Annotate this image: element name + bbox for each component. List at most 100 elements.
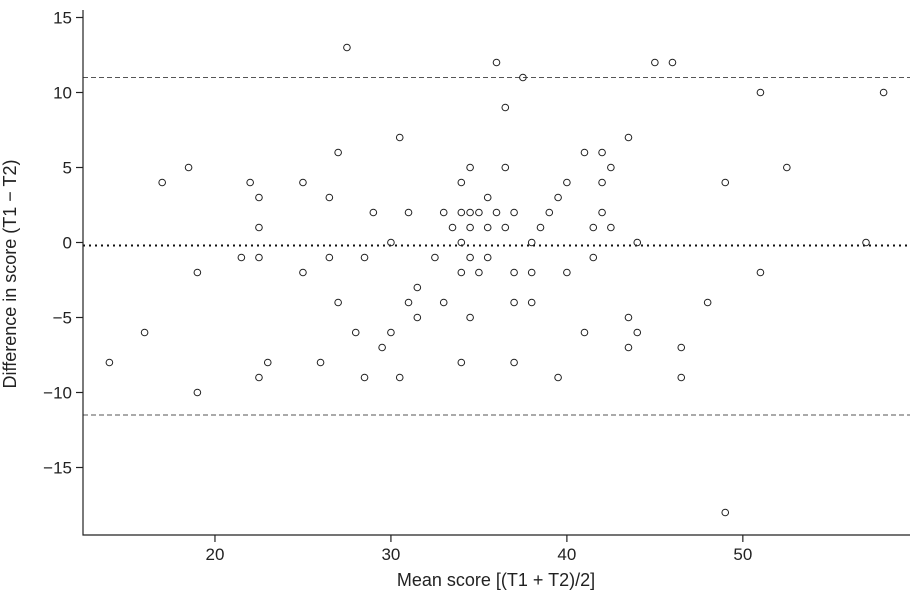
data-point [378, 343, 386, 352]
data-point [501, 223, 510, 232]
data-point [492, 208, 501, 217]
data-point [387, 238, 395, 247]
axes-frame [82, 10, 910, 536]
x-tick-label: 30 [381, 545, 400, 564]
data-point [439, 298, 448, 307]
data-point [263, 358, 272, 367]
data-point [510, 208, 518, 217]
y-tick-label: −15 [43, 459, 72, 478]
data-point [299, 178, 307, 187]
data-point [598, 148, 606, 157]
data-point [554, 373, 562, 382]
data-point [598, 208, 606, 217]
data-point [703, 298, 712, 307]
data-point [360, 373, 369, 382]
data-point [633, 238, 642, 247]
data-point [466, 313, 474, 322]
data-point [607, 223, 615, 232]
data-point [677, 343, 686, 352]
data-point [325, 253, 334, 262]
data-point [783, 163, 791, 172]
y-tick-label: −10 [43, 384, 72, 403]
data-point [457, 208, 466, 217]
data-point [879, 88, 888, 97]
data-point [756, 268, 765, 277]
y-tick-label: 0 [63, 234, 72, 253]
data-point [527, 238, 536, 247]
data-point [325, 193, 334, 202]
data-point [395, 133, 404, 142]
data-point [457, 358, 466, 367]
data-point [563, 268, 571, 277]
data-point [607, 163, 615, 172]
data-point [457, 178, 466, 187]
data-point [140, 328, 149, 337]
data-point [316, 358, 325, 367]
data-point [475, 268, 483, 277]
data-point [431, 253, 439, 262]
data-point [255, 373, 263, 382]
data-point [580, 148, 589, 157]
data-point [510, 298, 518, 307]
data-points [105, 43, 888, 517]
data-point [862, 238, 870, 247]
data-point [255, 253, 263, 262]
data-point [237, 253, 246, 262]
data-point [483, 253, 492, 262]
data-point [193, 268, 202, 277]
data-point [413, 283, 422, 292]
data-point [624, 133, 633, 142]
data-point [439, 208, 448, 217]
data-point [510, 358, 518, 367]
data-point [519, 73, 527, 82]
y-tick-label: 15 [53, 9, 72, 28]
data-point [184, 163, 193, 172]
y-axis-ticks: 15 10 5 0 −5 −10 −15 [43, 9, 83, 478]
data-point [501, 163, 510, 172]
data-point [334, 298, 342, 307]
data-point [360, 253, 369, 262]
data-point [299, 268, 307, 277]
data-point [351, 328, 360, 337]
data-point [483, 193, 492, 202]
data-point [404, 298, 413, 307]
x-axis-ticks: 20 30 40 50 [206, 535, 752, 564]
data-point [483, 223, 492, 232]
data-point [387, 328, 395, 337]
data-point [369, 208, 378, 217]
data-point [668, 58, 677, 67]
x-tick-label: 20 [206, 545, 225, 564]
data-point [457, 268, 466, 277]
y-axis-title: Difference in score (T1 − T2) [0, 160, 20, 389]
data-point [255, 223, 263, 232]
data-point [492, 58, 501, 67]
data-point [395, 373, 404, 382]
data-point [580, 328, 589, 337]
data-point [466, 223, 474, 232]
data-point [624, 313, 633, 322]
data-point [466, 208, 474, 217]
data-point [413, 313, 422, 322]
data-point [589, 223, 598, 232]
data-point [563, 178, 571, 187]
data-point [343, 43, 351, 52]
y-tick-label: 5 [63, 159, 72, 178]
data-point [554, 193, 562, 202]
x-tick-label: 50 [733, 545, 752, 564]
x-tick-label: 40 [557, 545, 576, 564]
data-point [105, 358, 114, 367]
data-point [404, 208, 413, 217]
data-point [536, 223, 545, 232]
data-point [527, 268, 536, 277]
data-point [158, 178, 166, 187]
data-point [457, 238, 466, 247]
data-point [756, 88, 765, 97]
data-point [466, 253, 474, 262]
data-point [466, 163, 474, 172]
data-point [448, 223, 457, 232]
data-point [651, 58, 659, 67]
data-point [545, 208, 554, 217]
y-tick-label: −5 [53, 309, 72, 328]
data-point [510, 268, 518, 277]
data-point [633, 328, 642, 337]
